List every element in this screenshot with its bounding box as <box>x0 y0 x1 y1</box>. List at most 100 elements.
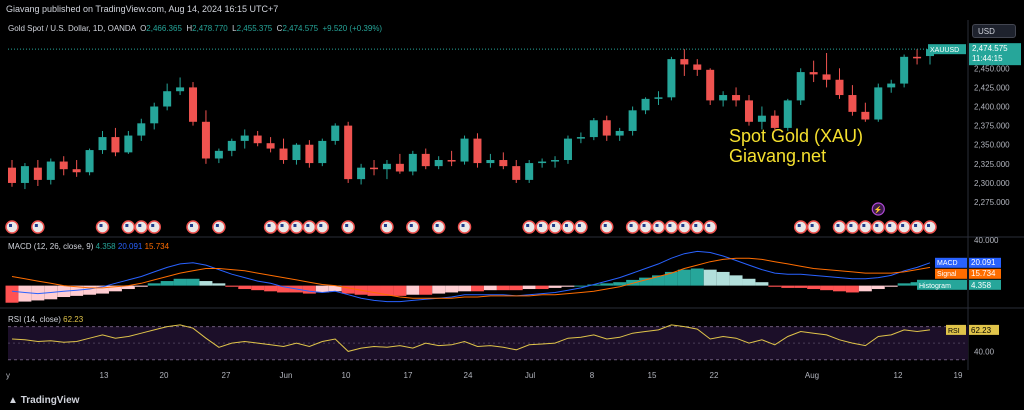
time-axis-label: y <box>6 371 10 380</box>
macd-histogram-bar <box>820 285 834 291</box>
candle-body <box>563 138 572 161</box>
candle-body <box>150 106 159 124</box>
signal-tag-label: Signal <box>937 271 957 278</box>
macd-histogram-bar <box>587 284 601 286</box>
us-flag-canton <box>138 224 142 227</box>
price-tick-label: 2,425.000 <box>974 83 1010 92</box>
low-value: 2,455.375 <box>236 24 273 33</box>
candle-body <box>706 69 715 101</box>
us-flag-canton <box>603 224 607 227</box>
candle-body <box>434 160 443 167</box>
us-flag-canton <box>914 224 918 227</box>
time-axis-label: Aug <box>805 371 819 380</box>
macd-histogram-bar <box>496 285 510 291</box>
us-flag-canton <box>215 224 219 227</box>
macd-histogram-bar <box>768 285 782 287</box>
macd-histogram-bar <box>561 285 575 287</box>
macd-tag-value: 20.091 <box>971 258 996 267</box>
macd-histogram-bar <box>212 283 226 286</box>
macd-histogram-bar <box>600 283 614 286</box>
macd-histogram-bar <box>548 285 562 288</box>
candle-body <box>615 130 624 136</box>
last-price-value: 2,474.575 <box>972 44 1008 53</box>
candle-body <box>473 138 482 164</box>
macd-histogram-bar <box>264 285 278 292</box>
macd-legend-name[interactable]: MACD (12, 26, close, 9) <box>8 242 94 251</box>
macd-histogram-bar <box>807 285 821 290</box>
macd-legend-signal: 15.734 <box>144 242 170 251</box>
rsi-value: 62.23 <box>971 326 992 335</box>
macd-histogram-bar <box>160 281 174 286</box>
chart-canvas[interactable]: 2,475.0002,450.0002,425.0002,400.0002,37… <box>0 0 1024 390</box>
histogram-label: Histogram <box>919 283 951 290</box>
candle-body <box>848 95 857 112</box>
time-axis-label: 27 <box>222 371 231 380</box>
macd-histogram-bar <box>5 285 19 303</box>
rsi-axis-label: 40.00 <box>974 347 995 356</box>
price-tick-label: 2,350.000 <box>974 141 1010 150</box>
candle-body <box>680 59 689 65</box>
candle-body <box>512 166 521 180</box>
histogram-label-bg <box>917 279 967 290</box>
macd-histogram-bar <box>186 278 200 286</box>
us-flag-canton <box>526 224 530 227</box>
price-tick-label: 2,275.000 <box>974 198 1010 207</box>
macd-histogram-bar <box>471 285 484 292</box>
last-price-tag-bg <box>969 43 1021 66</box>
time-axis-label: 22 <box>710 371 719 380</box>
macd-histogram-bar <box>251 285 265 291</box>
macd-histogram-bar <box>83 285 97 295</box>
price-tick-label: 2,375.000 <box>974 122 1010 131</box>
tradingview-logo[interactable]: ▲ TradingView <box>8 395 80 406</box>
us-flag-canton <box>190 224 194 227</box>
candle-body <box>822 74 831 80</box>
macd-legend-macd: 20.091 <box>117 242 143 251</box>
price-tick-label: 2,300.000 <box>974 179 1010 188</box>
macd-histogram-bar <box>315 285 329 293</box>
candle-body <box>408 153 417 172</box>
candle-body <box>111 137 120 153</box>
close-value: 2,474.575 <box>282 24 319 33</box>
candle-body <box>137 123 146 136</box>
candle-body <box>447 160 456 162</box>
us-flag-canton <box>577 224 581 227</box>
candle-body <box>240 135 249 141</box>
candle-body <box>370 167 379 170</box>
currency-selector[interactable]: USD <box>972 24 1016 38</box>
watermark-line2: Giavang.net <box>729 146 827 166</box>
candle-body <box>20 166 29 183</box>
rsi-legend-name[interactable]: RSI (14, close) <box>8 315 61 324</box>
candle-body <box>783 100 792 128</box>
us-flag-canton <box>319 224 323 227</box>
us-flag-canton <box>34 224 38 227</box>
macd-histogram-bar <box>380 285 394 296</box>
histogram-value: 4.358 <box>971 281 992 290</box>
macd-histogram-bar <box>199 281 213 286</box>
candle-body <box>227 140 236 151</box>
macd-histogram-bar <box>626 279 640 286</box>
macd-histogram-bar <box>858 285 872 292</box>
macd-histogram-bar <box>419 285 433 295</box>
symbol-tag-bg <box>928 44 966 55</box>
us-flag-canton <box>694 224 698 227</box>
macd-histogram-bar <box>121 285 135 290</box>
us-flag-canton <box>564 224 568 227</box>
open-label: O <box>140 24 147 33</box>
candle-body <box>201 121 210 159</box>
us-flag-canton <box>306 224 310 227</box>
candle-body <box>525 163 534 180</box>
macd-histogram-bar <box>147 283 161 286</box>
rsi-label: RSI <box>948 328 960 335</box>
macd-histogram-bar <box>664 271 678 286</box>
candle-body <box>318 140 327 164</box>
macd-tag-value-bg <box>969 257 1001 268</box>
rsi-line <box>11 324 931 352</box>
signal-line <box>11 257 931 299</box>
candle-body <box>602 120 611 136</box>
candle-body <box>900 56 909 84</box>
candle-body <box>163 91 172 107</box>
time-axis-label: Jun <box>280 371 293 380</box>
candle-body <box>719 95 728 101</box>
candle-body <box>538 161 547 164</box>
symbol-title[interactable]: Gold Spot / U.S. Dollar, 1D, OANDA <box>8 24 136 33</box>
